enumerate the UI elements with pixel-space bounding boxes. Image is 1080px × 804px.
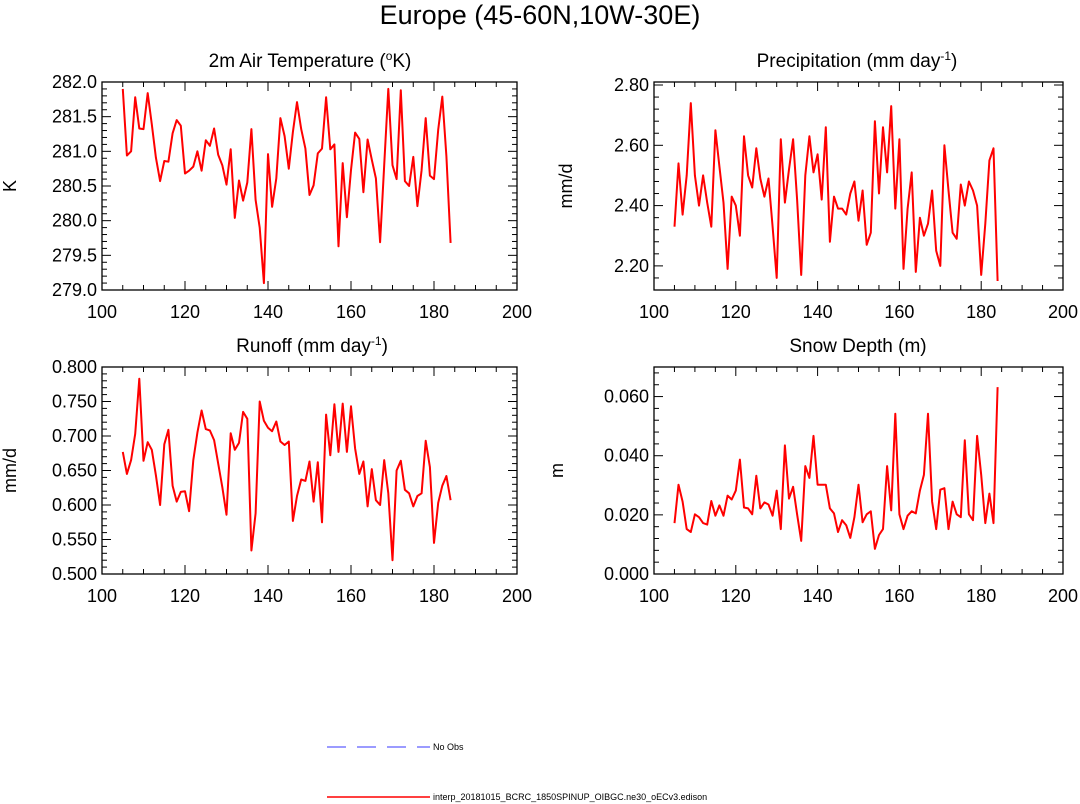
y-tick-label: 280.5 (52, 176, 97, 196)
y-tick-label: 2.20 (614, 256, 649, 276)
panel-title-tail: K) (392, 51, 411, 72)
panel-title-superscript: -1 (371, 334, 382, 348)
x-tick-label: 120 (170, 586, 200, 606)
chart-panel-2: Precipitation (mm day-1) mm/d 100 120 140 160… (556, 49, 1078, 322)
x-tick-label: 100 (639, 302, 669, 322)
x-tick-label: 120 (721, 586, 751, 606)
x-tick-label: 100 (639, 586, 669, 606)
x-tick-label: 180 (966, 586, 996, 606)
x-tick-label: 200 (1048, 586, 1078, 606)
y-tick-label: 0.020 (604, 505, 649, 525)
panel-title: Snow Depth (m) (789, 336, 926, 357)
y-axis-label: mm/d (0, 448, 20, 493)
panel-title-main: Snow Depth (m) (789, 336, 926, 357)
x-tick-label: 120 (170, 302, 200, 322)
plot-frame (653, 366, 1064, 575)
y-tick-label: 0.750 (52, 392, 97, 412)
panel-title: Runoff (mm day-1) (236, 334, 388, 357)
panel-title: Precipitation (mm day-1) (757, 49, 958, 72)
y-tick-label: 279.5 (52, 245, 97, 265)
y-tick-label: 0.040 (604, 446, 649, 466)
panel-title-tail: ) (951, 51, 957, 72)
y-tick-label: 0.550 (52, 530, 97, 550)
x-tick-label: 140 (253, 586, 283, 606)
series-line (673, 387, 999, 550)
x-tick-label: 200 (502, 302, 532, 322)
x-tick-label: 160 (884, 586, 914, 606)
x-tick-label: 180 (419, 586, 449, 606)
x-tick-label: 120 (721, 302, 751, 322)
y-tick-label: 279.0 (52, 280, 97, 300)
panel-title-superscript: -1 (940, 49, 951, 63)
y-tick-label: 2.40 (614, 196, 649, 216)
y-tick-label: 0.000 (604, 564, 649, 584)
y-tick-label: 281.0 (52, 141, 97, 161)
y-tick-label: 0.500 (52, 564, 97, 584)
y-tick-label: 0.800 (52, 357, 97, 377)
panel-title-main: Runoff (mm day (236, 336, 371, 357)
x-tick-label: 200 (502, 586, 532, 606)
chart-panel-3: Runoff (mm day-1) mm/d 100 120 140 160 180 200 0… (0, 334, 532, 606)
y-tick-label: 0.700 (52, 426, 97, 446)
series-line (121, 377, 452, 562)
x-tick-label: 180 (966, 302, 996, 322)
x-tick-label: 100 (87, 302, 117, 322)
y-tick-label: 2.60 (614, 135, 649, 155)
x-tick-label: 160 (884, 302, 914, 322)
y-tick-label: 2.80 (614, 75, 649, 95)
legend-label-no-obs: No Obs (433, 742, 464, 752)
x-tick-label: 140 (253, 302, 283, 322)
y-tick-label: 0.650 (52, 461, 97, 481)
x-tick-label: 140 (803, 586, 833, 606)
legend: No Obs interp_20181015_BCRC_1850SPINUP_O… (327, 742, 707, 802)
x-tick-label: 180 (419, 302, 449, 322)
y-tick-label: 0.060 (604, 387, 649, 407)
panel-title-main: 2m Air Temperature ( (209, 51, 387, 72)
chart-panel-1: 2m Air Temperature (oK) K 100 120 140 160 180 2… (0, 49, 532, 322)
y-axis-label: K (0, 180, 20, 192)
x-tick-label: 100 (87, 586, 117, 606)
legend-label-model: interp_20181015_BCRC_1850SPINUP_OIBGC.ne… (433, 792, 707, 802)
figure-title: Europe (45-60N,10W-30E) (380, 0, 701, 30)
chart-panels: 2m Air Temperature (oK) K 100 120 140 160 180 2… (0, 49, 1078, 606)
x-tick-label: 140 (803, 302, 833, 322)
y-tick-label: 280.0 (52, 211, 97, 231)
y-tick-label: 281.5 (52, 107, 97, 127)
y-tick-label: 282.0 (52, 72, 97, 92)
y-axis-label: mm/d (556, 164, 576, 209)
panel-title-main: Precipitation (mm day (757, 51, 941, 72)
y-tick-label: 0.600 (52, 495, 97, 515)
series-line (121, 87, 452, 285)
x-tick-label: 160 (336, 302, 366, 322)
panel-title-superscript: o (386, 49, 393, 63)
x-tick-label: 200 (1048, 302, 1078, 322)
plot-frame (653, 81, 1064, 291)
chart-panel-4: Snow Depth (m) m 100 120 140 160 180 200 0.000 0.… (547, 336, 1078, 606)
y-axis-label: m (547, 463, 567, 478)
panel-title-tail: ) (382, 336, 388, 357)
panel-title: 2m Air Temperature (oK) (209, 49, 412, 72)
x-tick-label: 160 (336, 586, 366, 606)
series-line (673, 102, 999, 282)
